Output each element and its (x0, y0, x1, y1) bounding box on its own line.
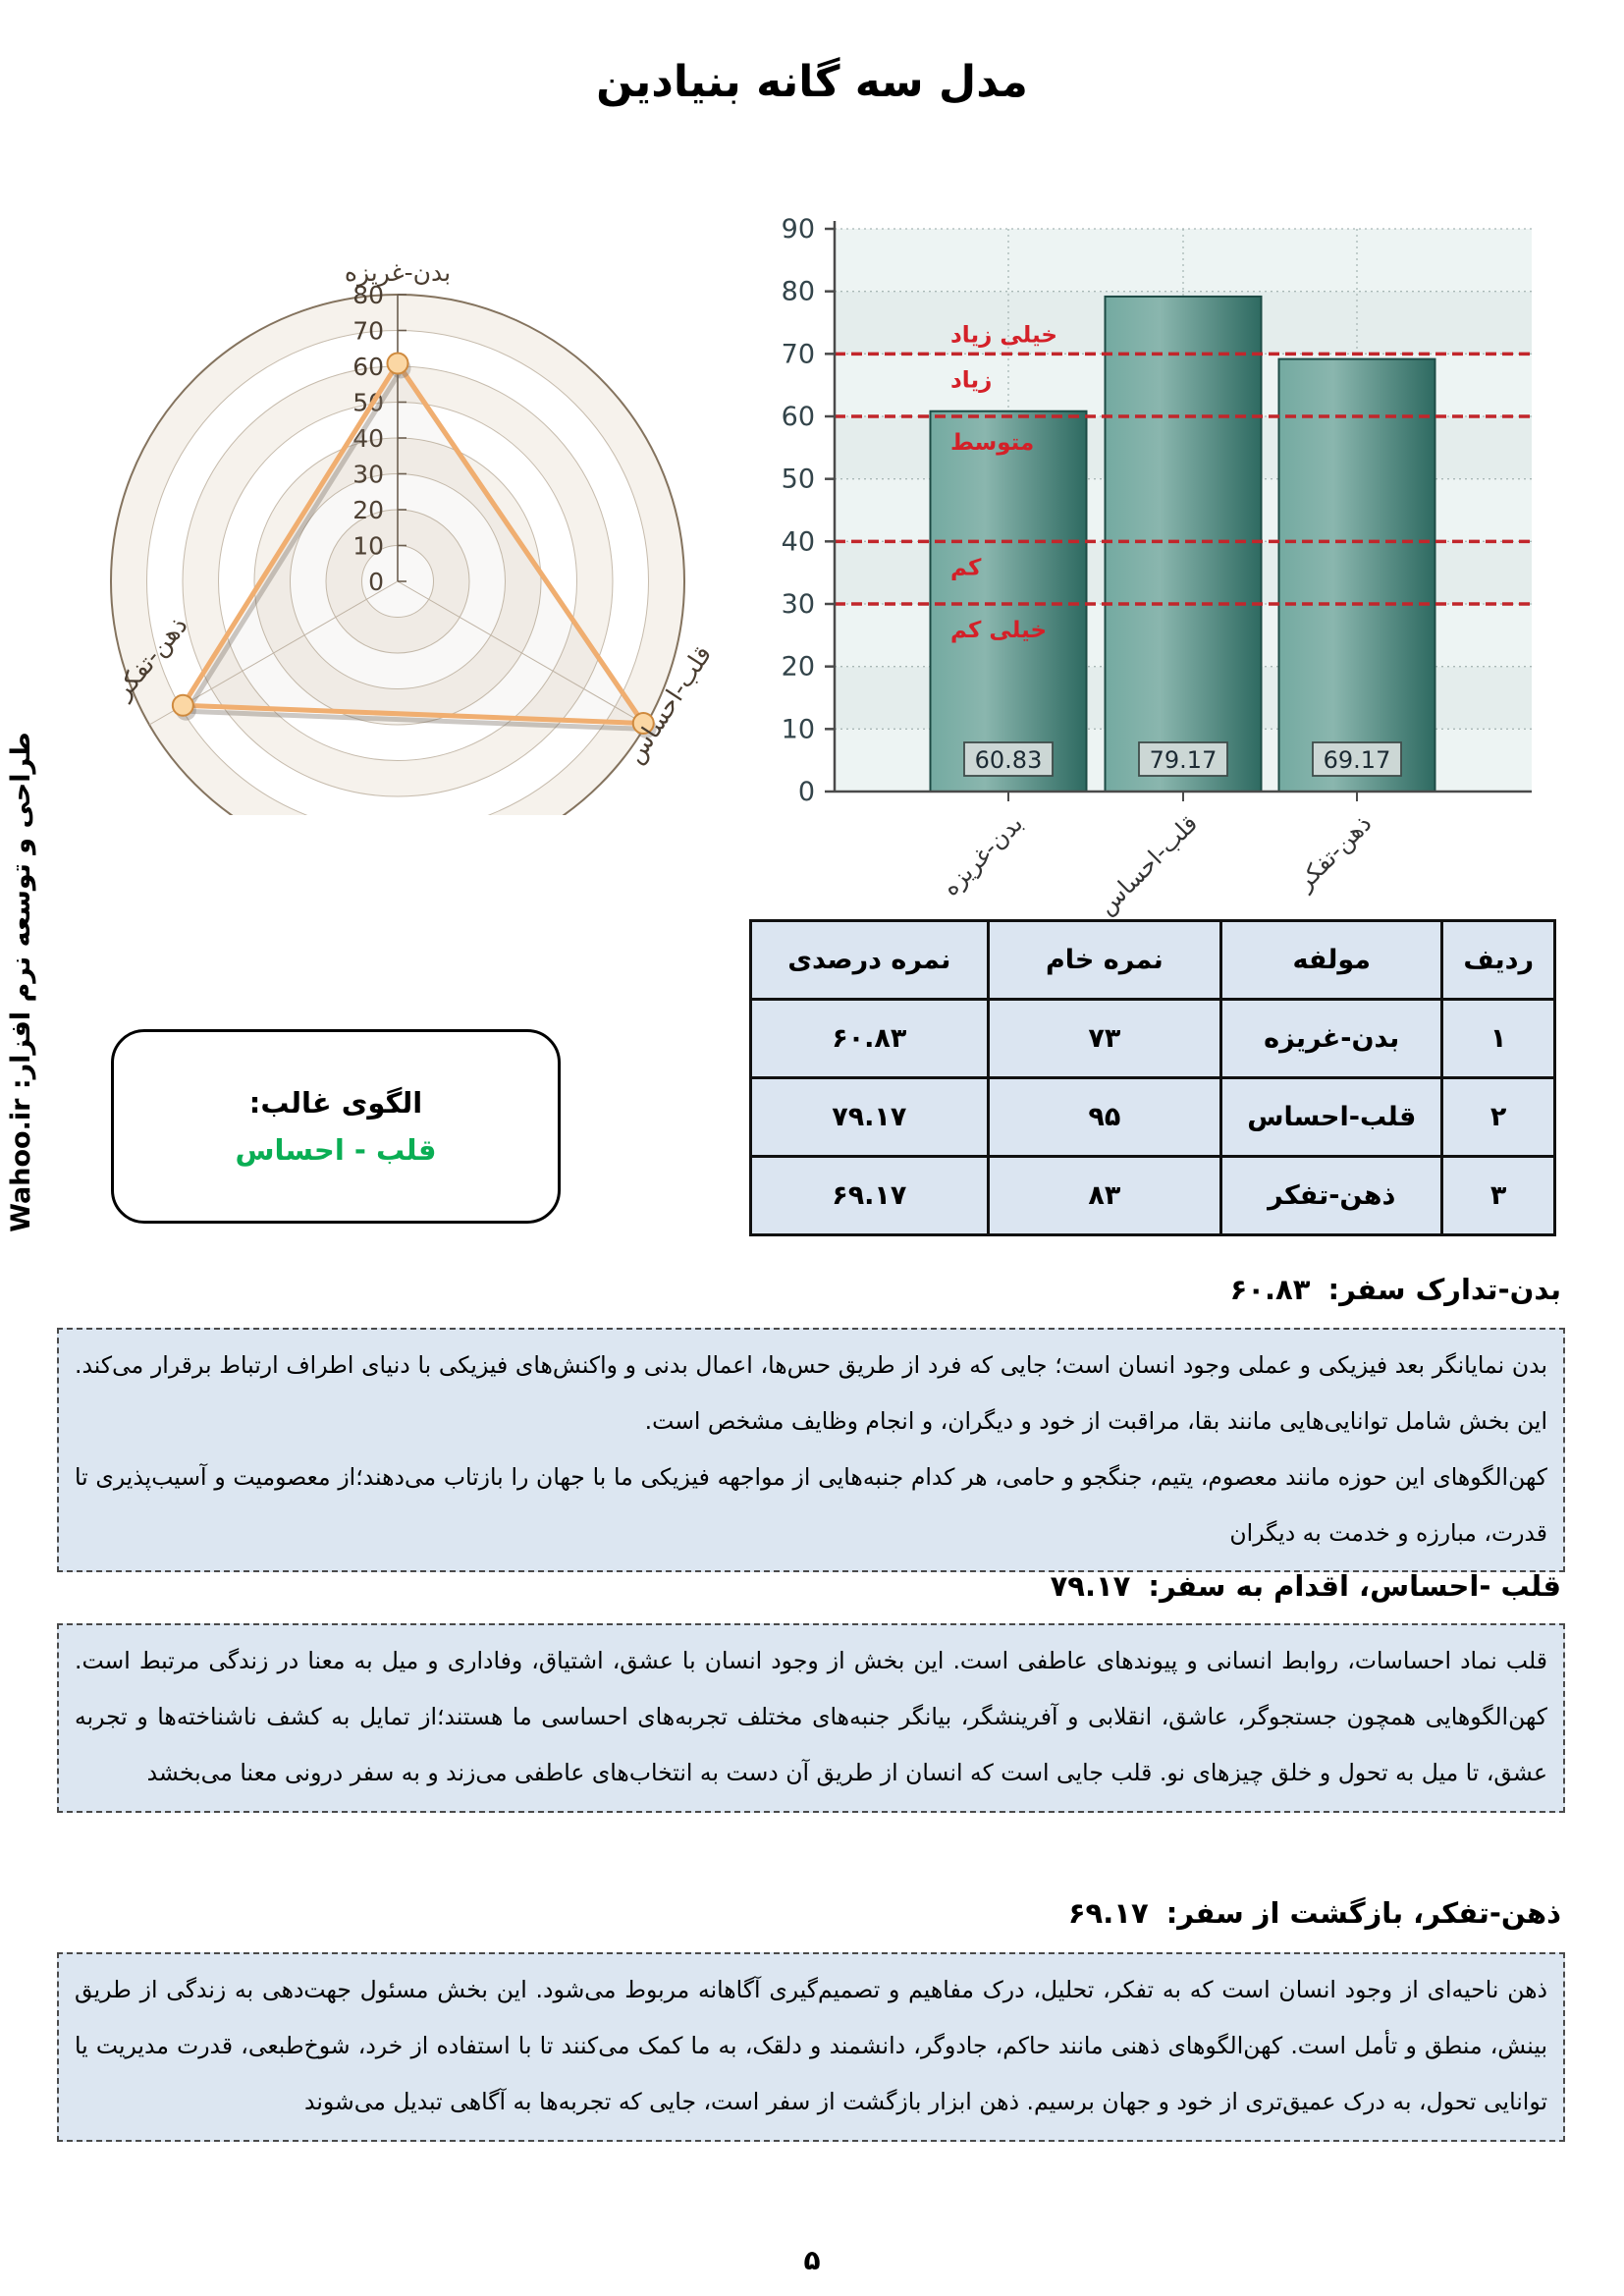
table-cell: ۲ (1440, 1076, 1556, 1158)
section-body-body: بدن نمایانگر بعد فیزیکی و عملی وجود انسا… (57, 1328, 1565, 1573)
bar (1104, 295, 1263, 793)
radar-tick-label: 10 (352, 532, 384, 561)
table-cell: ۷۹.۱۷ (749, 1076, 990, 1158)
threshold-label: زیاد (950, 367, 992, 393)
table-cell: ۸۳ (986, 1155, 1223, 1236)
y-tick-label: 50 (782, 465, 815, 495)
radar-chart: 01020304050607080بدن-غریزهقلب-احساسذهن-ت… (39, 128, 727, 869)
radar-polygon (180, 360, 646, 726)
bar-value-label: 60.83 (975, 746, 1043, 774)
table-cell: ۳ (1440, 1155, 1556, 1236)
radar-tick-label: 20 (352, 496, 384, 524)
table-row: ۲ قلب-احساس ۹۵ ۷۹.۱۷ (749, 1076, 1556, 1158)
y-tick-label: 20 (782, 652, 815, 683)
y-tick-label: 80 (782, 277, 815, 307)
x-category-label: ذهن-تفکر (1290, 809, 1377, 896)
dominant-pattern-box: الگوی غالب: قلب - احساس (111, 1029, 561, 1224)
table-cell: قلب-احساس (1219, 1076, 1444, 1158)
radar-axis-spoke (397, 580, 647, 726)
table-row: ۳ ذهن-تفکر ۸۳ ۶۹.۱۷ (749, 1155, 1556, 1236)
x-category-label: قلب-احساس (1093, 809, 1204, 920)
table-cell: ذهن-تفکر (1219, 1155, 1444, 1236)
table-cell: ۹۵ (986, 1076, 1223, 1158)
table-header-cell: نمره خام (986, 919, 1223, 1001)
y-tick-label: 70 (782, 339, 815, 369)
threshold-label: متوسط (950, 430, 1034, 456)
bar-value-label: 79.17 (1150, 746, 1218, 774)
section-header-body: بدن-تدارک سفر: ۶۰.۸۳ (57, 1273, 1561, 1306)
table-row: ۱ بدن-غریزه ۷۳ ۶۰.۸۳ (749, 998, 1556, 1079)
radar-category-label: بدن-غریزه (345, 258, 451, 287)
table-header-cell: ردیف (1440, 919, 1556, 1001)
y-tick-label: 0 (798, 777, 815, 807)
radar-tick-label: 60 (352, 353, 384, 381)
y-tick-label: 90 (782, 214, 815, 245)
y-tick-label: 30 (782, 589, 815, 620)
section-score: ۶۰.۸۳ (1229, 1273, 1311, 1306)
table-header-cell: نمره درصدی (749, 919, 990, 1001)
radar-tick-label: 70 (352, 317, 384, 346)
dominant-pattern-label: الگوی غالب: (248, 1086, 423, 1120)
page-number: ۵ (803, 2244, 821, 2276)
radar-tick-label: 80 (352, 281, 384, 309)
threshold-label: خیلی زیاد (950, 322, 1057, 348)
section-score: ۶۹.۱۷ (1067, 1896, 1149, 1930)
radar-marker (386, 352, 409, 375)
section-body-heart: قلب نماد احساسات، روابط انسانی و پیوندها… (57, 1623, 1565, 1813)
section-title: بدن-تدارک سفر: (1327, 1273, 1561, 1306)
bar-value-box (1312, 741, 1402, 777)
radar-svg: 01020304050607080بدن-غریزهقلب-احساسذهن-ت… (107, 258, 717, 869)
table-cell: ۶۰.۸۳ (749, 998, 990, 1079)
bar-value-label: 69.17 (1324, 746, 1391, 774)
bar-chart: خیلی زیاد زیاد متوسط کم خیلی کم 0 10 20 30 40 50 60… (736, 182, 1571, 943)
y-tick-label: 60 (782, 402, 815, 432)
y-tick-label: 40 (782, 526, 815, 557)
section-header-heart: قلب -احساس، اقدام به سفر: ۷۹.۱۷ (57, 1569, 1561, 1603)
bar-value-box (963, 741, 1054, 777)
bar-svg: خیلی زیاد زیاد متوسط کم خیلی کم 0 10 20 30 40 50 60… (782, 214, 1532, 920)
table-cell: ۱ (1440, 998, 1556, 1079)
table-cell: ۶۹.۱۷ (749, 1155, 990, 1236)
bar-value-box (1138, 741, 1228, 777)
radar-tick-label: 30 (352, 461, 384, 489)
section-header-mind: ذهن-تفکر، بازگشت از سفر: ۶۹.۱۷ (57, 1896, 1561, 1930)
table-cell: ۷۳ (986, 998, 1223, 1079)
y-tick-label: 10 (782, 714, 815, 744)
threshold-label: کم (950, 555, 982, 580)
section-title: قلب -احساس، اقدام به سفر: (1148, 1569, 1561, 1603)
bar (929, 410, 1088, 793)
page-title: مدل سه گانه بنیادین (596, 57, 1028, 107)
section-score: ۷۹.۱۷ (1050, 1569, 1131, 1603)
threshold-label: خیلی کم (950, 618, 1047, 643)
x-category-label: بدن-غریزه (937, 809, 1028, 901)
section-title: ذهن-تفکر، بازگشت از سفر: (1165, 1896, 1561, 1930)
table-header-cell: مولفه (1219, 919, 1444, 1001)
section-body-mind: ذهن ناحیه‌ای از وجود انسان است که به تفک… (57, 1952, 1565, 2142)
table-header-row: ردیف مولفه نمره خام نمره درصدی (749, 919, 1556, 1001)
radar-marker (631, 711, 655, 735)
score-table: ردیف مولفه نمره خام نمره درصدی ۱ بدن-غریزه ۷۳… (749, 919, 1556, 1236)
radar-tick-label: 0 (368, 568, 384, 596)
radar-marker (171, 693, 194, 717)
bar (1277, 357, 1436, 793)
table-cell: بدن-غریزه (1219, 998, 1444, 1079)
dominant-pattern-value: قلب - احساس (235, 1133, 437, 1167)
